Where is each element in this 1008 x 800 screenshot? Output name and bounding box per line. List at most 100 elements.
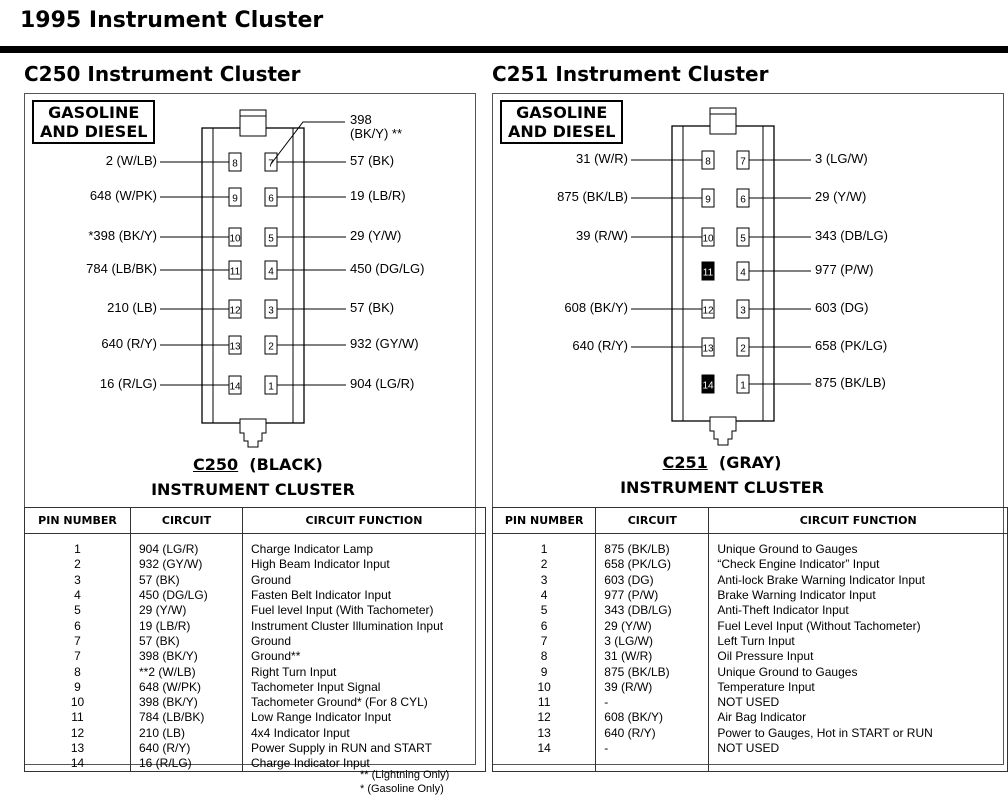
circuit-cell: 210 (LB) (130, 725, 243, 741)
wire-label: 450 (DG/LG) (350, 261, 425, 276)
circuit-cell: 977 (P/W) (595, 587, 710, 604)
pin-number: 9 (705, 195, 711, 206)
connector-color: (BLACK) (249, 455, 323, 474)
connector-subtitle: INSTRUMENT CLUSTER (620, 478, 824, 497)
pin-cavity (701, 261, 715, 281)
pin-number: 4 (268, 267, 274, 278)
pin-number-cell: 11 (24, 710, 131, 726)
table-row: 9 648 (W/PK) Tachometer Input Signal (24, 679, 486, 695)
pin-number-cell: 3 (24, 572, 131, 588)
circuit-cell: 904 (LG/R) (130, 533, 243, 558)
circuit-cell: **2 (W/LB) (130, 664, 243, 680)
wire-label: 977 (P/W) (815, 262, 874, 277)
pin-number-cell: 1 (491, 533, 597, 558)
wire-label: 3 (LG/W) (815, 151, 868, 166)
pin-number-cell: 9 (24, 679, 131, 695)
function-cell: Unique Ground to Gauges (708, 664, 1008, 680)
pinout-table: PIN NUMBER CIRCUIT CIRCUIT FUNCTION 1 904 (L… (24, 507, 486, 773)
wire-label: 57 (BK) (350, 153, 395, 168)
pin-number: 8 (705, 157, 711, 168)
pin-number-cell: 10 (24, 694, 131, 711)
wire-label: 784 (LB/BK) (86, 261, 157, 276)
function-cell: Tachometer Input Signal (242, 679, 486, 695)
footnote: ** (Lightning Only) (360, 769, 450, 781)
circuit-cell: 658 (PK/LG) (595, 557, 710, 573)
wire-label: 875 (BK/LB) (815, 375, 886, 390)
function-cell: Ground** (242, 649, 486, 665)
circuit-cell: 640 (R/Y) (130, 740, 243, 757)
badge-line: GASOLINE (48, 103, 140, 122)
pin-cavity (701, 374, 715, 394)
pin-number: 6 (268, 194, 274, 205)
table-header: PIN NUMBER CIRCUIT CIRCUIT FUNCTION (24, 507, 486, 534)
page-title: 1995 Instrument Cluster (20, 8, 324, 33)
table-row: 10 39 (R/W) Temperature Input (491, 679, 1008, 695)
table-row: 11 784 (LB/BK) Low Range Indicator Input (24, 710, 486, 726)
function-cell: Anti-lock Brake Warning Indicator Input (708, 572, 1008, 588)
circuit-cell: 932 (GY/W) (130, 557, 243, 573)
pin-number: 14 (229, 382, 241, 393)
pin-number-cell: 9 (491, 664, 597, 680)
table-spacer (491, 756, 1008, 773)
circuit-cell: 784 (LB/BK) (130, 710, 243, 726)
circuit-cell: 3 (LG/W) (595, 633, 710, 650)
pin-number: 1 (740, 381, 746, 392)
circuit-cell: 29 (Y/W) (595, 618, 710, 634)
pin-number: 9 (232, 194, 238, 205)
table-row: 4 977 (P/W) Brake Warning Indicator Input (491, 587, 1008, 604)
pin-number: 7 (740, 157, 746, 168)
pin-number-cell: 7 (24, 649, 131, 665)
function-cell: Unique Ground to Gauges (708, 533, 1008, 558)
pin-number: 3 (740, 306, 746, 317)
function-cell: “Check Engine Indicator” Input (708, 557, 1008, 573)
wire-label: 2 (W/LB) (105, 153, 157, 168)
table-row: 2 658 (PK/LG) “Check Engine Indicator” Inp… (491, 557, 1008, 573)
function-cell: Power Supply in RUN and START (242, 740, 486, 757)
table-row: 11- NOT USED (491, 694, 1008, 711)
function-cell: Fasten Belt Indicator Input (242, 587, 486, 604)
pin-number: 3 (268, 306, 274, 317)
pin-number-cell: 5 (24, 603, 131, 619)
circuit-cell: 16 (R/LG) (130, 756, 243, 773)
wire-label: 932 (GY/W) (350, 336, 419, 351)
column-header: CIRCUIT (130, 507, 243, 534)
function-cell: 4x4 Indicator Input (242, 725, 486, 741)
function-cell: Charge Indicator Lamp (242, 533, 486, 558)
wire-label: 31 (W/R) (576, 151, 628, 166)
connector-heading: C251 Instrument Cluster (492, 62, 769, 86)
table-row: 8 31 (W/R) Oil Pressure Input (491, 649, 1008, 665)
top-latch (239, 109, 267, 137)
pin-number: 6 (740, 195, 746, 206)
pinout-table: PIN NUMBER CIRCUIT CIRCUIT FUNCTION 1 875 (B… (491, 507, 1008, 773)
table-row: 5 29 (Y/W) Fuel level Input (With Tachomet… (24, 603, 486, 619)
pin-number-cell: 4 (491, 587, 597, 604)
pin-number: 10 (229, 234, 241, 245)
table-row: 7 398 (BK/Y) Ground** (24, 649, 486, 665)
table-row: 1 904 (LG/R) Charge Indicator Lamp (24, 533, 486, 558)
table-row: 4 450 (DG/LG) Fasten Belt Indicator Input (24, 587, 486, 604)
table-row: 3 603 (DG) Anti-lock Brake Warning Indicat… (491, 572, 1008, 588)
table-row: 6 29 (Y/W) Fuel Level Input (Without Tacho… (491, 618, 1008, 634)
function-cell: Instrument Cluster Illumination Input (242, 618, 486, 634)
circuit-cell: 31 (W/R) (595, 649, 710, 665)
pin-number: 13 (702, 344, 714, 355)
circuit-cell: 19 (LB/R) (130, 618, 243, 634)
pin-number: 10 (702, 234, 714, 245)
pin-number-cell: 1 (24, 533, 131, 558)
table-row: 2 932 (GY/W) High Beam Indicator Input (24, 557, 486, 573)
function-cell: Right Turn Input (242, 664, 486, 680)
pin-number: 14 (702, 381, 714, 392)
wire-label: 29 (Y/W) (815, 189, 867, 204)
badge-line: AND DIESEL (40, 122, 148, 141)
table-row: 12 210 (LB) 4x4 Indicator Input (24, 725, 486, 741)
pin-number-cell: 2 (491, 557, 597, 573)
wire-label: 640 (R/Y) (572, 338, 628, 353)
table-row: 1 875 (BK/LB) Unique Ground to Gauges (491, 533, 1008, 558)
table-row: 12 608 (BK/Y) Air Bag Indicator (491, 710, 1008, 726)
extra-wire-label-1: 398 (350, 112, 372, 127)
circuit-cell: 603 (DG) (595, 572, 710, 588)
function-cell: Anti-Theft Indicator Input (708, 603, 1008, 619)
function-cell: Oil Pressure Input (708, 649, 1008, 665)
function-cell: Left Turn Input (708, 633, 1008, 650)
circuit-cell: 608 (BK/Y) (595, 710, 710, 726)
